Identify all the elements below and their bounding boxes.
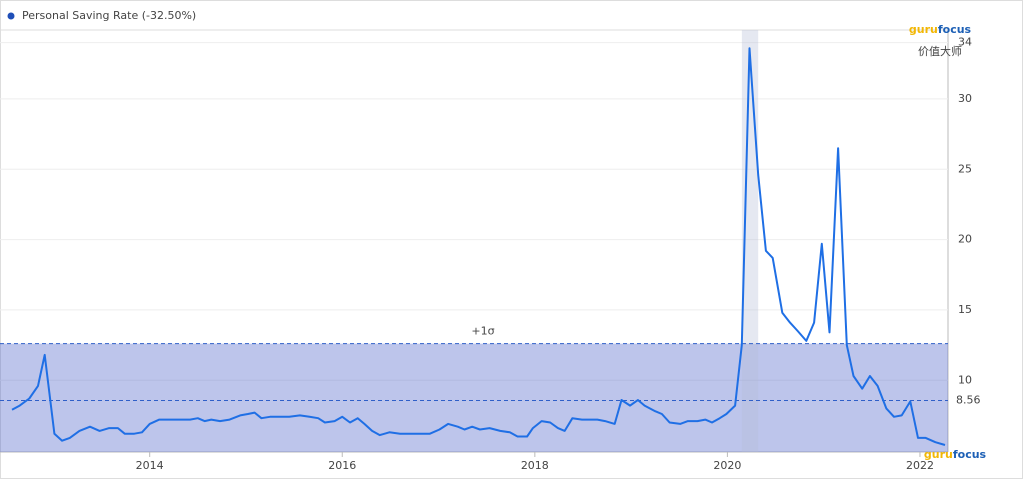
y-tick-label: 25 (958, 162, 972, 175)
logo-part: guru (924, 448, 953, 461)
y-tick-label: 30 (958, 92, 972, 105)
y-tick-label: 15 (958, 303, 972, 316)
highlight-band (741, 30, 759, 452)
reference-label: +1σ (471, 325, 494, 338)
logo-part: focus (938, 23, 972, 36)
y-tick-label: 10 (958, 373, 972, 386)
logo: gurufocus (909, 23, 972, 36)
x-tick-label: 2018 (521, 459, 549, 472)
y-tick-label: 20 (958, 233, 972, 246)
legend-marker (7, 12, 15, 20)
logo-tagline: 价值大师 (918, 44, 962, 58)
series-line (11, 47, 946, 446)
logo-part: guru (909, 23, 938, 36)
reference-label: 8.56 (956, 394, 981, 407)
x-tick-label: 2022 (906, 459, 934, 472)
x-tick-label: 2014 (136, 459, 164, 472)
y-tick-label: 34 (958, 36, 972, 49)
x-tick-label: 2020 (713, 459, 741, 472)
sigma-band (0, 343, 948, 452)
logo-part: focus (953, 448, 987, 461)
x-tick-label: 2016 (328, 459, 356, 472)
logo: gurufocus (924, 448, 987, 461)
legend-label[interactable]: Personal Saving Rate (-32.50%) (22, 9, 196, 22)
